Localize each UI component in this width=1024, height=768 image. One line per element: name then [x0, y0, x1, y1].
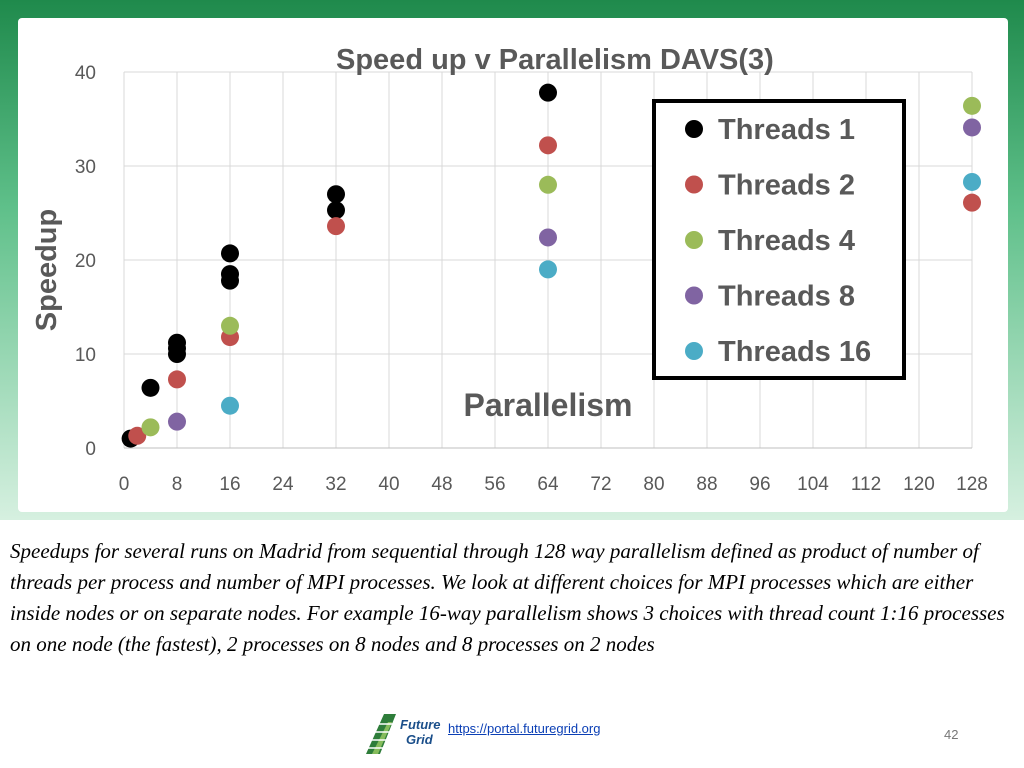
- x-tick-label: 120: [903, 474, 935, 495]
- y-tick-label: 20: [75, 251, 96, 272]
- legend-marker: [685, 286, 703, 305]
- chart-title: Speed up v Parallelism DAVS(3): [336, 44, 774, 76]
- data-point: [327, 201, 345, 220]
- data-point: [539, 175, 557, 194]
- y-tick-label: 10: [75, 345, 96, 366]
- data-point: [168, 333, 186, 352]
- data-point: [539, 136, 557, 155]
- scatter-chart: 0 10 20 30 40 0 8 16 24 32 40 48 56 64 72 80 88 96 104 112 1…: [31, 44, 988, 495]
- futuregrid-logo: Future Grid: [366, 714, 440, 754]
- x-tick-label: 16: [219, 474, 240, 495]
- data-point: [141, 418, 160, 437]
- y-axis-title: Speedup: [31, 209, 63, 331]
- data-point: [221, 265, 239, 284]
- x-tick-label: 32: [325, 474, 346, 495]
- x-tick-label: 88: [696, 474, 717, 495]
- x-tick-label: 112: [851, 474, 881, 495]
- y-tick-label: 0: [85, 439, 96, 460]
- data-point: [539, 83, 557, 102]
- x-tick-label: 128: [956, 474, 988, 495]
- legend-label: Threads 2: [718, 170, 855, 202]
- x-tick-label: 8: [172, 474, 183, 495]
- data-point: [963, 193, 981, 212]
- data-point: [141, 378, 160, 397]
- data-point: [963, 172, 981, 191]
- data-point: [327, 217, 345, 236]
- legend-marker: [685, 175, 703, 194]
- grid-mark-icon: [366, 714, 396, 754]
- x-axis-title: Parallelism: [464, 387, 633, 423]
- data-point: [128, 426, 147, 445]
- logo-text-grid: Grid: [406, 732, 434, 747]
- x-tick-label: 96: [749, 474, 770, 495]
- data-point: [221, 244, 239, 263]
- legend-label: Threads 4: [718, 225, 855, 257]
- data-point: [221, 396, 239, 415]
- legend-label: Threads 16: [718, 336, 871, 368]
- data-point: [168, 370, 186, 389]
- x-tick-label: 80: [643, 474, 664, 495]
- data-point: [539, 228, 557, 247]
- legend-marker: [685, 342, 703, 360]
- data-point: [963, 118, 981, 137]
- legend-marker: [685, 231, 703, 249]
- footer-url-link[interactable]: https://portal.futuregrid.org: [448, 721, 601, 736]
- x-tick-label: 0: [119, 474, 130, 495]
- page-number: 42: [944, 727, 959, 742]
- chart-caption: Speedups for several runs on Madrid from…: [10, 539, 1005, 656]
- data-point: [168, 412, 186, 431]
- x-tick-label: 48: [431, 474, 452, 495]
- data-point: [963, 96, 981, 115]
- x-tick-label: 24: [272, 474, 294, 495]
- legend-label: Threads 1: [718, 114, 855, 146]
- data-point: [539, 260, 557, 279]
- logo-text-future: Future: [400, 717, 440, 732]
- x-tick-label: 72: [590, 474, 611, 495]
- data-point: [327, 185, 345, 204]
- x-tick-label: 40: [378, 474, 399, 495]
- y-tick-label: 40: [75, 63, 96, 84]
- legend-label: Threads 8: [718, 281, 855, 313]
- x-tick-label: 104: [797, 474, 829, 495]
- y-tick-label: 30: [75, 157, 96, 178]
- x-tick-label: 56: [484, 474, 505, 495]
- chart-panel: 0 10 20 30 40 0 8 16 24 32 40 48 56 64 72 80 88 96 104 112 1…: [18, 18, 1008, 512]
- legend-marker: [685, 120, 703, 138]
- data-point: [221, 316, 239, 335]
- x-tick-label: 64: [537, 474, 559, 495]
